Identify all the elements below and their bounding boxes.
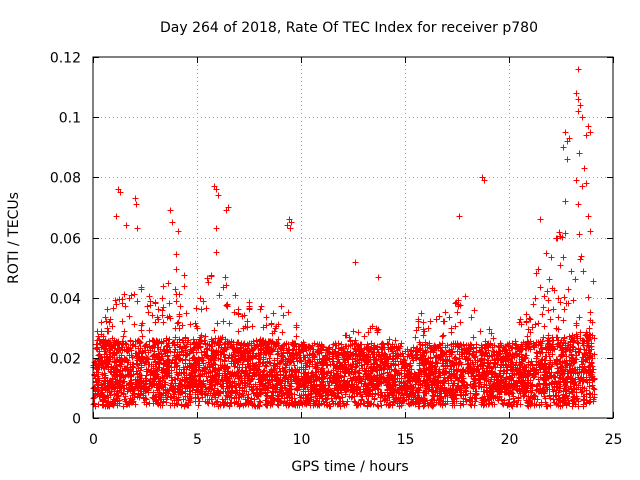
x-axis-label: GPS time / hours: [291, 459, 408, 475]
data-points: [90, 66, 598, 410]
x-tick-label: 5: [193, 432, 202, 448]
x-tick-label: 20: [501, 432, 519, 448]
y-tick-label: 0.08: [50, 171, 81, 187]
x-tick-labels: 0 5 10 15 20 25: [89, 432, 622, 448]
axis-ticks: [93, 57, 614, 419]
y-tick-label: 0.1: [59, 111, 81, 127]
y-tick-label: 0: [72, 412, 81, 428]
y-tick-label: 0.02: [50, 352, 81, 368]
x-tick-label: 0: [89, 432, 98, 448]
y-tick-labels: 0 0.02 0.04 0.06 0.08 0.1 0.12: [50, 51, 81, 428]
y-tick-label: 0.06: [50, 232, 81, 248]
y-tick-label: 0.04: [50, 292, 81, 308]
chart-title: Day 264 of 2018, Rate Of TEC Index for r…: [160, 20, 538, 36]
y-tick-label: 0.12: [50, 51, 81, 67]
y-axis-label: ROTI / TECUs: [6, 192, 22, 284]
x-tick-label: 25: [605, 432, 623, 448]
x-tick-label: 15: [397, 432, 415, 448]
plot-frame: [92, 56, 614, 419]
x-tick-label: 10: [293, 432, 311, 448]
roti-markers: [90, 66, 598, 410]
